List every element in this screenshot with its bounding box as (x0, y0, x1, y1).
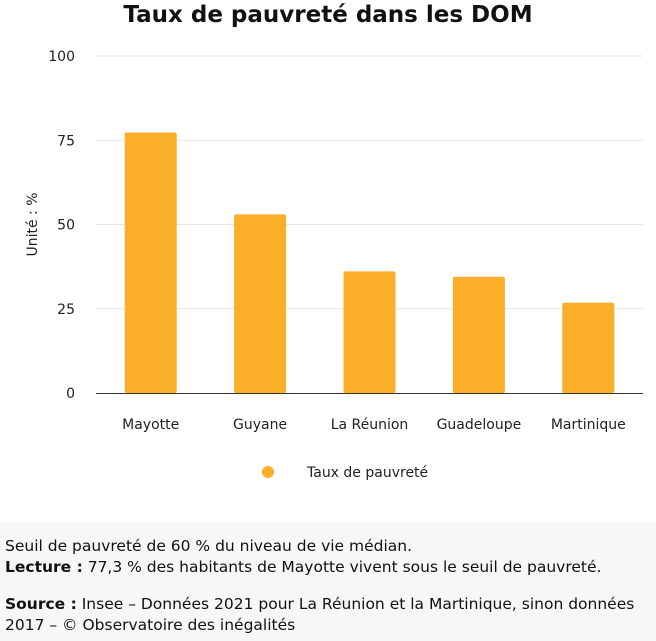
legend-layer: Taux de pauvreté (262, 465, 428, 481)
bar-mayotte (124, 132, 177, 393)
y-tick-label: 100 (48, 49, 75, 65)
bar-martinique (562, 302, 615, 393)
legend-label: Taux de pauvreté (306, 465, 428, 481)
reading-text: 77,3 % des habitants de Mayotte vivent s… (82, 558, 602, 576)
grid-layer (96, 55, 643, 310)
threshold-note: Seuil de pauvreté de 60 % du niveau de v… (5, 537, 413, 555)
y-tick-label: 0 (66, 386, 75, 402)
x-tick-label: Martinique (551, 417, 626, 433)
bar-la-r-union (343, 271, 396, 393)
bar-guyane (234, 214, 287, 393)
axis-layer: 0 25 50 75 100 Unité : % Mayotte Guyane La Réuni… (25, 49, 643, 433)
x-tick-label: Guadeloupe (437, 417, 522, 433)
bar-chart: 0 25 50 75 100 Unité : % Mayotte Guyane La Réuni… (25, 49, 643, 481)
x-tick-label: Guyane (233, 417, 287, 433)
y-tick-label: 25 (57, 302, 75, 318)
bar-layer (124, 132, 615, 393)
bar-guadeloupe (452, 276, 505, 393)
reading-note: Lecture : 77,3 % des habitants de Mayott… (5, 557, 653, 578)
chart-panel: Taux de pauvreté dans les DOM 0 25 50 75 100… (25, 2, 643, 481)
source-label: Source : (5, 595, 77, 613)
source-note: Source : Insee – Données 2021 pour La Ré… (5, 594, 653, 636)
chart-title: Taux de pauvreté dans les DOM (123, 2, 533, 28)
x-tick-label: Mayotte (122, 417, 179, 433)
y-tick-label: 75 (57, 133, 75, 149)
y-tick-label: 50 (57, 218, 75, 234)
reading-label: Lecture : (5, 558, 83, 576)
y-axis-label: Unité : % (25, 192, 41, 256)
source-text: Insee – Données 2021 pour La Réunion et … (5, 595, 635, 634)
legend-marker (262, 466, 274, 478)
chart-footer: Seuil de pauvreté de 60 % du niveau de v… (5, 536, 653, 636)
x-tick-label: La Réunion (331, 417, 409, 433)
